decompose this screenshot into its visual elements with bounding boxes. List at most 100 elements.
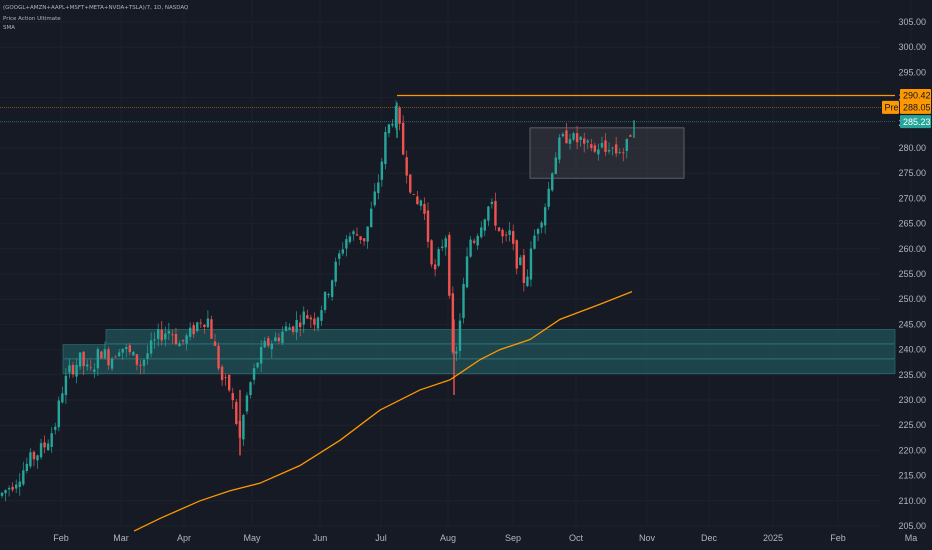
candle-down bbox=[306, 315, 309, 319]
candle-up bbox=[36, 455, 39, 461]
sma-series-line bbox=[133, 291, 633, 532]
candle-down bbox=[359, 236, 362, 240]
candle-up bbox=[270, 343, 273, 350]
price-tick-label: 205.00 bbox=[898, 521, 926, 531]
candle-up bbox=[480, 227, 483, 238]
candle-up bbox=[320, 310, 323, 321]
time-tick-label: Apr bbox=[177, 533, 191, 543]
range-box bbox=[529, 127, 685, 179]
time-axis[interactable]: Feb Mar Apr May Jun Jul Aug Sep Oct Nov Dec 2025 Feb… bbox=[53, 533, 917, 543]
candle-up bbox=[323, 291, 327, 310]
candle-down bbox=[565, 130, 568, 144]
candle-up bbox=[380, 161, 384, 180]
candle-down bbox=[228, 374, 231, 391]
candle-up bbox=[157, 329, 160, 339]
price-tick-label: 215.00 bbox=[898, 471, 926, 481]
candle-up bbox=[551, 173, 554, 191]
candle-up bbox=[458, 320, 462, 351]
candle-up bbox=[86, 364, 89, 367]
candle-up bbox=[334, 261, 337, 282]
candle-down bbox=[362, 238, 366, 242]
candle-up bbox=[352, 231, 355, 235]
candle-up bbox=[558, 137, 561, 160]
candle-up bbox=[366, 226, 369, 242]
time-tick-label: May bbox=[243, 533, 261, 543]
candle-up bbox=[327, 294, 330, 296]
candle-up bbox=[167, 330, 171, 334]
candle-up bbox=[164, 333, 167, 340]
candle-down bbox=[231, 393, 234, 401]
candle-up bbox=[455, 351, 458, 354]
candle-up bbox=[57, 400, 60, 428]
candle-down bbox=[614, 144, 618, 154]
candle-up bbox=[149, 340, 153, 354]
candle-up bbox=[529, 248, 533, 280]
candle-up bbox=[568, 139, 572, 144]
candle-down bbox=[622, 152, 625, 154]
candle-down bbox=[277, 337, 281, 342]
candle-up bbox=[185, 335, 188, 344]
time-tick-label: 2025 bbox=[763, 533, 783, 543]
candle-up bbox=[540, 222, 543, 228]
candle-up bbox=[547, 188, 550, 207]
price-tick-label: 300.00 bbox=[898, 42, 926, 52]
last-price-tag: 285.23 bbox=[903, 117, 931, 127]
candle-down bbox=[135, 354, 139, 365]
candle-up bbox=[7, 488, 11, 490]
price-tick-label: 270.00 bbox=[898, 193, 926, 203]
candle-up bbox=[579, 136, 582, 140]
candle-up bbox=[462, 283, 465, 319]
candle-up bbox=[554, 157, 557, 175]
indicator-legend-sma[interactable]: SMA bbox=[3, 25, 15, 31]
candle-down bbox=[160, 329, 163, 341]
candle-up bbox=[68, 365, 71, 373]
grid bbox=[0, 0, 911, 526]
candle-down bbox=[501, 229, 504, 237]
price-tags: 290.42 288.05 Pre 285.23 bbox=[882, 88, 931, 129]
price-tick-label: 225.00 bbox=[898, 420, 926, 430]
candle-down bbox=[494, 200, 497, 226]
candle-down bbox=[433, 264, 437, 270]
candle-up bbox=[526, 276, 529, 287]
candle-down bbox=[181, 339, 185, 342]
candle-down bbox=[203, 324, 206, 327]
candle-down bbox=[423, 203, 426, 214]
candle-up bbox=[597, 149, 600, 155]
candle-up bbox=[391, 123, 394, 126]
candle-up bbox=[377, 182, 380, 194]
candle-up bbox=[441, 246, 444, 248]
indicator-legend-price-action[interactable]: Price Action Ultimate bbox=[3, 16, 61, 22]
candle-down bbox=[43, 442, 46, 448]
candle-up bbox=[142, 359, 146, 366]
price-axis[interactable]: 205.00 210.00 215.00 220.00 225.00 230.00 235.… bbox=[898, 17, 926, 531]
candle-down bbox=[472, 240, 476, 243]
symbol-legend[interactable]: (GOOGL+AMZN+AAPL+MSFT+META+NVDA+TSLA)/7,… bbox=[3, 5, 189, 11]
time-tick-label: Feb bbox=[830, 533, 846, 543]
candle-up bbox=[476, 235, 479, 246]
candle-up bbox=[50, 433, 53, 447]
candle-up bbox=[206, 318, 210, 328]
candle-up bbox=[245, 395, 249, 412]
candle-down bbox=[235, 401, 238, 425]
candle-down bbox=[575, 133, 579, 143]
candle-up bbox=[533, 235, 536, 249]
candle-up bbox=[22, 470, 25, 485]
candle-down bbox=[217, 345, 220, 369]
time-tick-label: Aug bbox=[440, 533, 456, 543]
candle-up bbox=[103, 349, 107, 359]
time-tick-label: Ma bbox=[905, 533, 918, 543]
candle-up bbox=[25, 463, 29, 471]
candle-down bbox=[171, 334, 174, 336]
candle-up bbox=[178, 343, 181, 347]
candle-up bbox=[117, 352, 121, 357]
support-zone bbox=[62, 359, 896, 375]
candle-up bbox=[348, 236, 352, 243]
candle-down bbox=[139, 365, 142, 367]
time-tick-label: Nov bbox=[639, 533, 656, 543]
candle-up bbox=[465, 256, 469, 288]
candle-down bbox=[590, 144, 593, 149]
candle-up bbox=[536, 228, 540, 234]
candle-up bbox=[586, 140, 589, 143]
candle-down bbox=[213, 341, 217, 346]
